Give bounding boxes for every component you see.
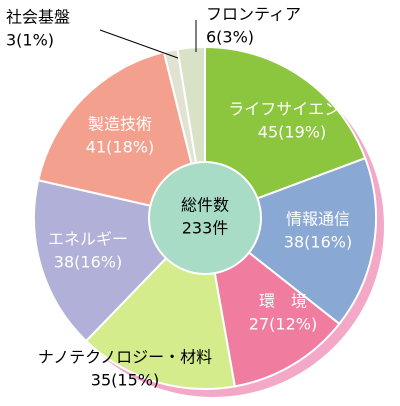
pie-slice bbox=[37, 50, 207, 220]
slice-label: エネルギー bbox=[48, 230, 128, 249]
slice-label: 環 境 bbox=[259, 292, 307, 311]
pie-slice bbox=[204, 45, 367, 220]
slice-label: 情報通信 bbox=[286, 210, 350, 229]
slice-label: 社会基盤 bbox=[6, 8, 70, 27]
value-label: 6(3%) bbox=[206, 28, 254, 47]
value-label: 45(19%) bbox=[258, 123, 326, 142]
value-label: 38(16%) bbox=[284, 233, 352, 252]
value-label: 38(16%) bbox=[54, 253, 122, 272]
center-total: 233件 bbox=[182, 219, 229, 238]
leader-line bbox=[99, 29, 179, 59]
pie-slice bbox=[202, 156, 377, 326]
value-label: 41(18%) bbox=[86, 138, 154, 157]
value-label: 35(15%) bbox=[91, 371, 159, 390]
center-circle bbox=[148, 161, 262, 275]
slice-label: ライフサイエンス bbox=[228, 100, 356, 119]
slice-label: 製造技術 bbox=[88, 115, 152, 134]
value-label: 27(12%) bbox=[249, 315, 317, 334]
value-label: 3(1%) bbox=[6, 31, 54, 50]
slice-label: フロンティア bbox=[206, 5, 301, 24]
slice-label: ナノテクノロジー・材料 bbox=[38, 348, 212, 367]
center-title: 総件数 bbox=[181, 196, 229, 215]
